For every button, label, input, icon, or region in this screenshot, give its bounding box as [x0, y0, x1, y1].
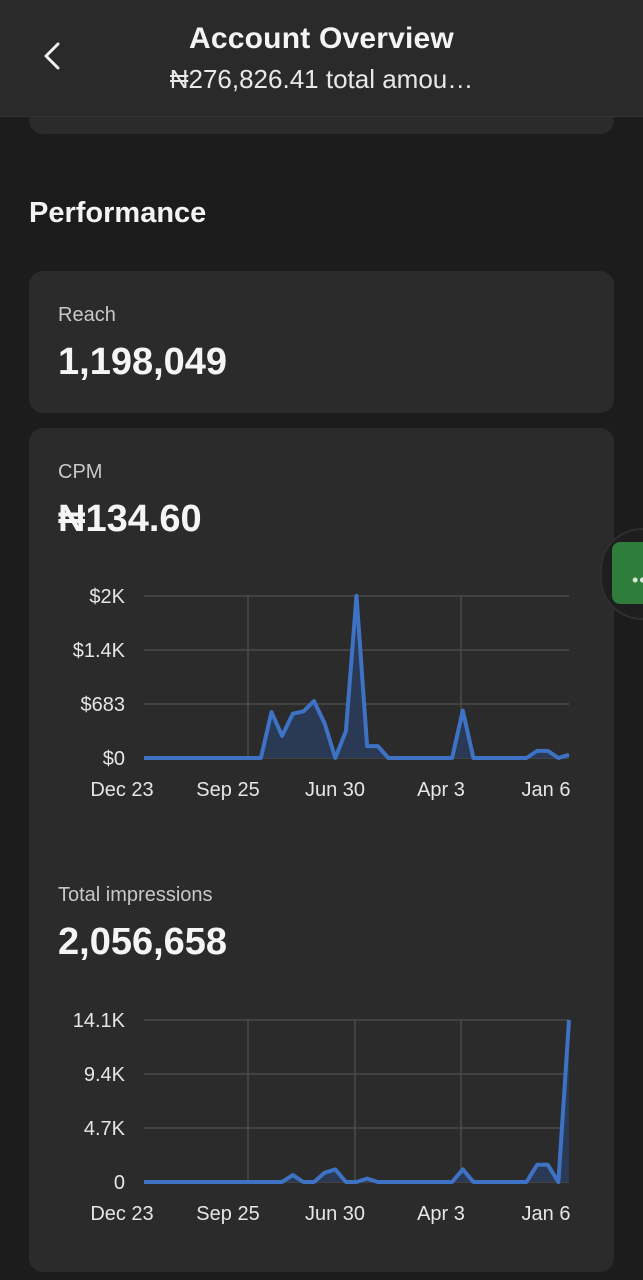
cpm-y-tick-label: $683 [81, 694, 126, 716]
impressions-x-tick-label: Jan 6 [522, 1203, 571, 1225]
cpm-y-tick-label: $0 [103, 748, 125, 770]
cpm-y-tick-label: $1.4K [73, 640, 126, 662]
more-dots-icon: •• [632, 570, 643, 590]
impressions-x-tick-label: Apr 3 [417, 1203, 465, 1225]
reach-card: Reach 1,198,049 [29, 271, 614, 413]
metrics-card: CPM ₦134.60 $0 $683 $1.4K $2K Dec 23 Sep 25 Ju… [29, 428, 614, 1272]
cpm-y-tick-label: $2K [89, 586, 125, 608]
cpm-x-tick-label: Apr 3 [417, 779, 465, 801]
reach-label: Reach [58, 304, 116, 326]
impressions-chart: 0 4.7K 9.4K 14.1K Dec 23 Sep 25 Jun 30 Apr 3 Jan… [73, 1010, 571, 1225]
cpm-label: CPM [58, 461, 103, 483]
impressions-x-tick-label: Sep 25 [196, 1203, 259, 1225]
cpm-x-tick-label: Jun 30 [305, 779, 365, 801]
chevron-left-icon [44, 42, 60, 70]
cpm-chart: $0 $683 $1.4K $2K Dec 23 Sep 25 Jun 30 Apr 3 Jan… [73, 586, 571, 801]
reach-value: 1,198,049 [58, 341, 228, 383]
impressions-y-tick-label: 14.1K [73, 1010, 126, 1032]
cpm-x-tick-label: Jan 6 [522, 779, 571, 801]
impressions-y-tick-label: 0 [114, 1172, 125, 1194]
cpm-value: ₦134.60 [58, 498, 202, 540]
impressions-value: 2,056,658 [58, 921, 228, 963]
impressions-y-tick-label: 9.4K [84, 1064, 126, 1086]
impressions-series-line [144, 1019, 571, 1184]
cpm-x-tick-label: Sep 25 [196, 779, 259, 801]
performance-heading: Performance [29, 197, 207, 229]
impressions-x-tick-label: Jun 30 [305, 1203, 365, 1225]
app-header: Account Overview ₦276,826.41 total amou… [0, 0, 643, 117]
impressions-series-area [144, 1020, 569, 1182]
impressions-y-tick-label: 4.7K [84, 1118, 126, 1140]
page-title: Account Overview [189, 22, 454, 55]
back-button[interactable] [28, 32, 76, 80]
cpm-series-line [144, 593, 570, 760]
impressions-label: Total impressions [58, 884, 213, 906]
impressions-x-tick-label: Dec 23 [90, 1203, 153, 1225]
total-amount-subtitle: ₦276,826.41 total amou… [169, 64, 474, 94]
cpm-x-tick-label: Dec 23 [90, 779, 153, 801]
side-tab-button[interactable]: •• [612, 542, 643, 604]
